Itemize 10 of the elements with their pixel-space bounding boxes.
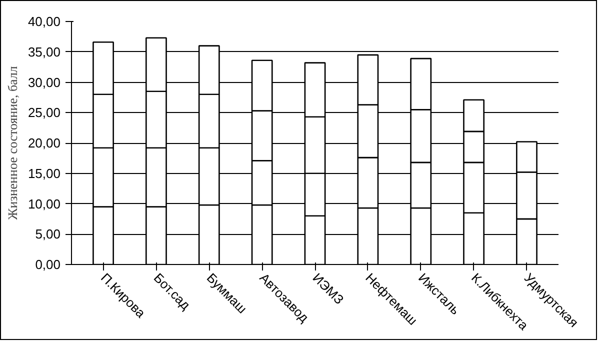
y-tick-label: 10,00 (28, 196, 61, 212)
y-tick-label: 35,00 (28, 44, 61, 60)
y-tick-label: 40,00 (28, 14, 61, 29)
y-tick-label: 15,00 (28, 166, 61, 181)
y-tick-label: 25,00 (28, 105, 61, 120)
y-tick-label: 0,00 (35, 257, 61, 272)
y-tick-label: 5,00 (35, 226, 61, 242)
y-tick-label: 30,00 (28, 74, 61, 90)
y-tick-label: 20,00 (28, 136, 61, 150)
y-axis-title: Жизненное состояние, балл (4, 66, 20, 220)
